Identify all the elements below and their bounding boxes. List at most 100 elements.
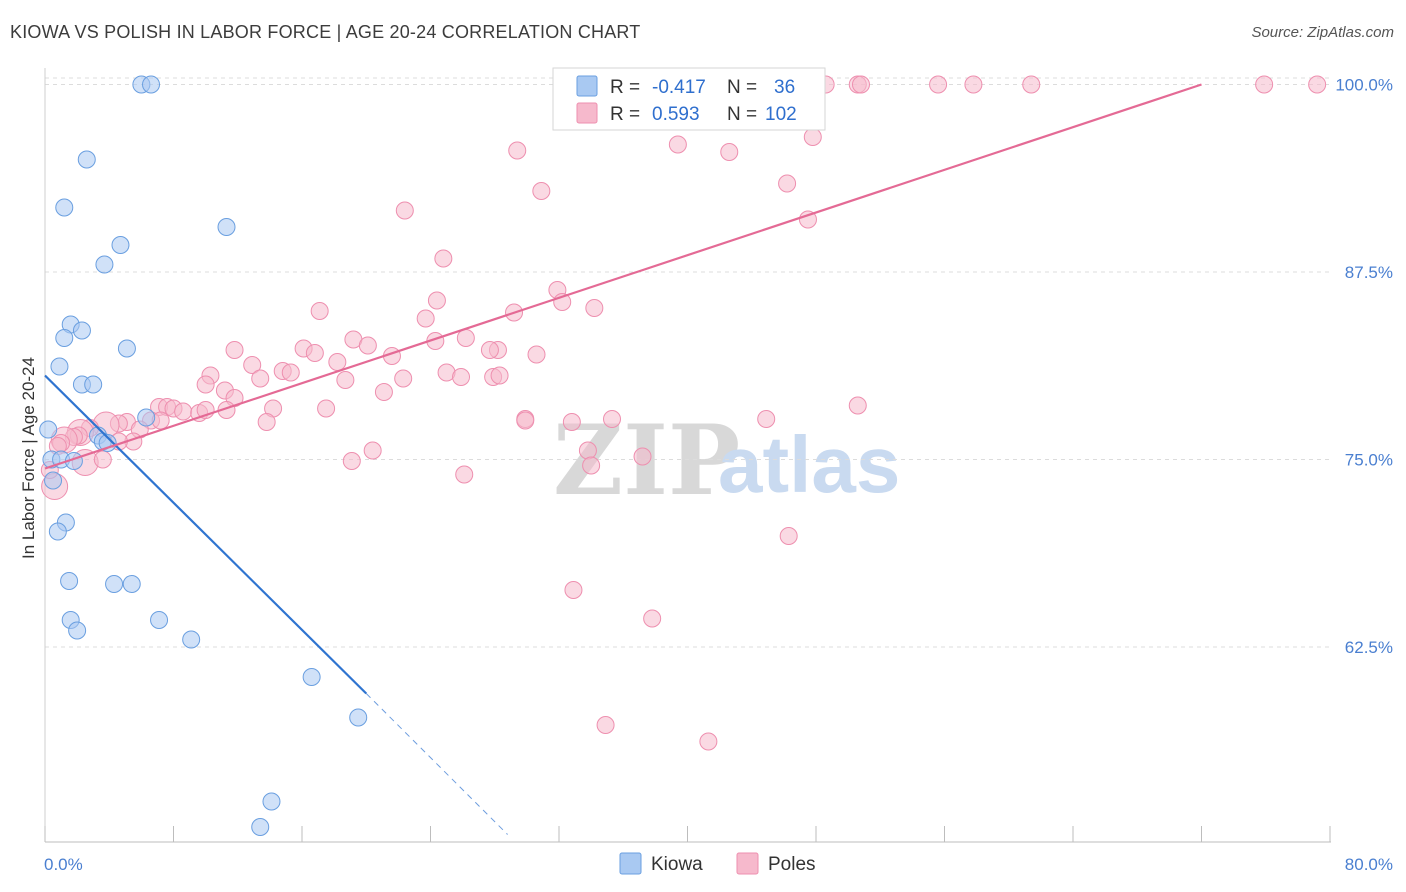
kiowa-point: [72, 321, 91, 340]
poles-n-value: 102: [765, 104, 797, 125]
poles-point: [699, 732, 718, 751]
poles-point: [720, 143, 739, 161]
kiowa-point: [111, 236, 130, 254]
poles-point: [455, 465, 474, 484]
poles-point: [225, 341, 244, 359]
kiowa-point: [95, 255, 114, 274]
poles-point: [305, 344, 324, 362]
grid: [45, 77, 1330, 648]
y-tick-label: 100.0%: [1335, 76, 1393, 95]
poles-n-label: N =: [727, 104, 757, 125]
poles-point: [798, 210, 817, 229]
tick-labels: 62.5% 75.0% 87.5% 100.0% 0.0% 80.0%: [44, 76, 1393, 875]
poles-point: [564, 581, 583, 599]
kiowa-point: [302, 668, 321, 686]
poles-bottom-swatch: [736, 852, 759, 875]
poles-point: [174, 402, 193, 421]
kiowa-point: [105, 575, 124, 593]
poles-point: [508, 141, 527, 160]
kiowa-point: [150, 611, 169, 629]
kiowa-r-label: R =: [610, 77, 640, 98]
kiowa-point: [251, 818, 270, 836]
poles-point: [358, 336, 377, 355]
poles-point: [757, 410, 776, 428]
kiowa-point: [60, 572, 79, 590]
x-tick-label-min: 0.0%: [44, 855, 83, 874]
kiowa-point: [55, 198, 74, 217]
y-tick-label: 75.0%: [1345, 451, 1393, 470]
poles-point: [596, 716, 615, 734]
stats-legend-box: [552, 67, 826, 131]
kiowa-point: [142, 75, 161, 94]
poles-legend-swatch: [576, 102, 598, 124]
watermark-atlas: atlas: [718, 420, 900, 509]
poles-point: [363, 441, 382, 460]
kiowa-n-value: 36: [774, 77, 795, 98]
poles-point: [582, 456, 601, 475]
poles-point: [151, 411, 170, 430]
y-tick-label: 87.5%: [1345, 263, 1393, 282]
kiowa-point: [262, 792, 281, 811]
kiowa-point: [50, 357, 69, 376]
poles-point: [603, 410, 622, 428]
poles-point: [328, 353, 347, 371]
poles-point: [257, 413, 276, 431]
poles-r-value: 0.593: [652, 104, 700, 125]
poles-point: [1308, 75, 1327, 94]
poles-point: [243, 356, 262, 374]
poles-point: [395, 201, 414, 220]
poles-point: [456, 329, 475, 347]
poles-point: [416, 309, 435, 328]
kiowa-r-value: -0.417: [652, 77, 706, 98]
x-tick-label-max: 80.0%: [1345, 855, 1393, 874]
kiowa-point: [84, 375, 103, 394]
poles-point: [578, 441, 597, 460]
poles-point: [851, 75, 870, 94]
kiowa-point: [117, 339, 136, 358]
kiowa-n-label: N =: [727, 77, 757, 98]
poles-point: [374, 383, 393, 401]
kiowa-point: [68, 621, 87, 640]
poles-point: [434, 249, 453, 268]
kiowa-legend-swatch: [576, 75, 598, 97]
kiowa-point: [39, 420, 58, 439]
poles-point: [342, 452, 361, 470]
poles-point: [964, 75, 983, 94]
chart-title: KIOWA VS POLISH IN LABOR FORCE | AGE 20-…: [10, 22, 641, 42]
kiowa-point: [217, 218, 236, 236]
poles-point: [585, 299, 604, 317]
poles-point: [516, 411, 535, 430]
poles-point: [668, 135, 687, 154]
poles-point: [532, 182, 551, 200]
poles-point: [196, 375, 215, 394]
poles-point: [336, 371, 355, 389]
poles-point: [93, 450, 112, 469]
kiowa-trend-line: [44, 374, 368, 695]
kiowa-bottom-swatch: [619, 852, 642, 875]
kiowa-point: [349, 708, 368, 727]
y-tick-label: 62.5%: [1345, 638, 1393, 657]
kiowa-point: [44, 471, 63, 490]
series-legend: Kiowa Poles: [619, 852, 816, 875]
poles-r-label: R =: [610, 104, 640, 125]
poles-point: [394, 369, 413, 388]
kiowa-bottom-label: Kiowa: [651, 854, 703, 875]
trend-lines: [44, 83, 1202, 835]
stats-legend: R = -0.417 N = 36 R = 0.593 N = 102: [552, 67, 826, 131]
kiowa-point: [55, 329, 74, 347]
poles-point: [1022, 75, 1041, 94]
poles-point: [779, 527, 798, 545]
source-label: Source: ZipAtlas.com: [1251, 24, 1394, 41]
poles-point: [562, 413, 581, 431]
poles-point: [281, 363, 300, 382]
poles-point: [452, 368, 471, 386]
poles-point: [427, 291, 446, 310]
poles-point: [848, 396, 867, 415]
poles-point: [480, 341, 499, 359]
poles-point: [633, 447, 652, 466]
poles-trend-line: [44, 83, 1202, 470]
kiowa-point: [182, 630, 201, 649]
poles-bottom-label: Poles: [768, 854, 816, 875]
poles-points: [40, 75, 1327, 751]
poles-point: [929, 75, 948, 94]
